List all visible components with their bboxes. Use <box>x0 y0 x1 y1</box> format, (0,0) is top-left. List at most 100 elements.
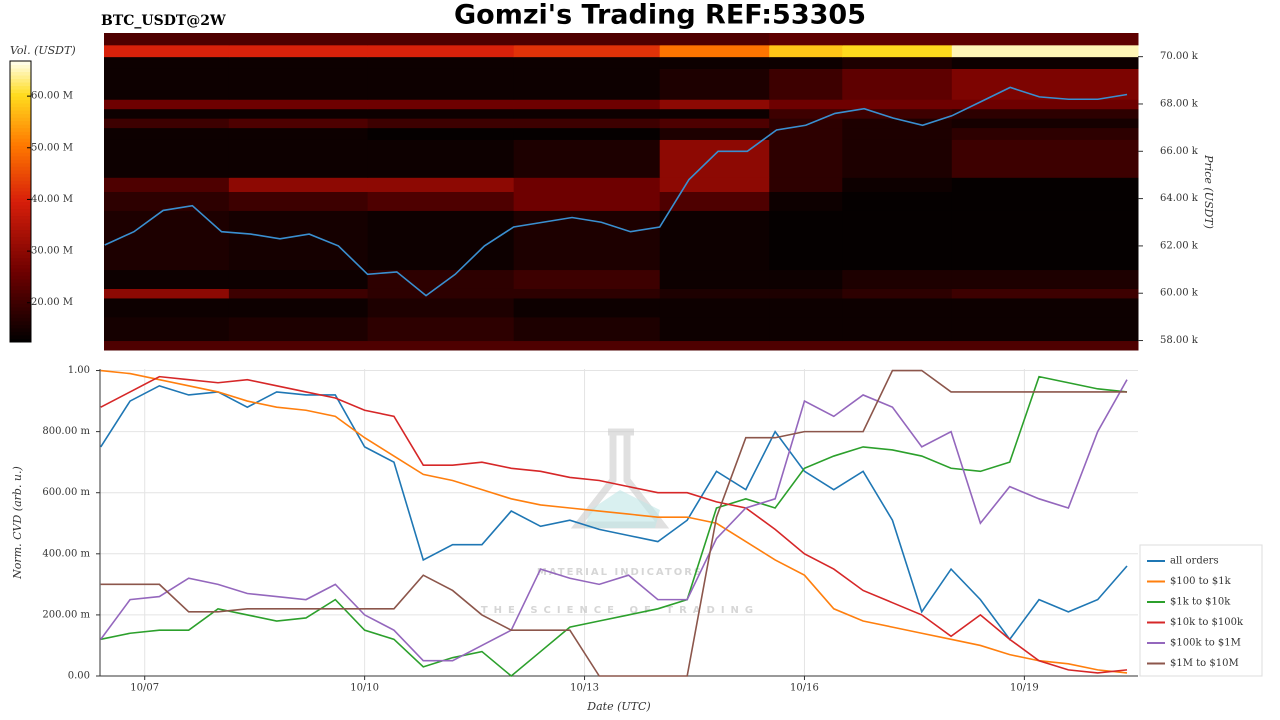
colorbar-step <box>10 82 31 87</box>
heat-cell <box>367 269 515 289</box>
heat-cell <box>513 177 661 192</box>
colorbar-step <box>10 68 31 73</box>
heat-cell <box>769 44 843 58</box>
colorbar-step <box>10 327 31 332</box>
colorbar-step <box>10 71 31 76</box>
colorbar-step <box>10 320 31 325</box>
colorbar-step <box>10 236 31 241</box>
x-tick-label: 10/13 <box>570 683 599 694</box>
colorbar-step <box>10 169 31 174</box>
heat-cell <box>513 340 661 351</box>
colorbar-step <box>10 138 31 143</box>
heat-cell <box>842 269 953 289</box>
colorbar-step <box>10 219 31 224</box>
heat-cell <box>951 269 1139 289</box>
colorbar-step <box>10 92 31 97</box>
x-tick-label: 10/19 <box>1010 683 1039 694</box>
legend-label: $1k to $10k <box>1170 597 1231 608</box>
heat-cell <box>951 191 1139 211</box>
heat-cell <box>104 177 230 192</box>
heat-cell <box>104 118 230 129</box>
heat-cell <box>104 99 230 110</box>
heat-cell <box>228 210 369 271</box>
heat-cell <box>769 68 843 100</box>
heat-cell <box>228 68 369 100</box>
heat-cell <box>513 288 661 299</box>
heat-cell <box>842 191 953 211</box>
y-axis-label: Norm. CVD (arb. u.) <box>11 466 24 580</box>
heat-cell <box>842 297 953 318</box>
colorbar-step <box>10 303 31 308</box>
heat-cell <box>367 56 515 69</box>
colorbar-step <box>10 282 31 287</box>
heat-cell <box>659 68 770 100</box>
heat-cell <box>228 316 369 342</box>
colorbar-step <box>10 117 31 122</box>
colorbar-step <box>10 278 31 283</box>
heat-cell <box>367 288 515 299</box>
heat-cell <box>228 56 369 69</box>
colorbar-step <box>10 268 31 273</box>
heat-cell <box>367 118 515 129</box>
heat-cell <box>769 108 843 119</box>
heat-cell <box>659 108 770 119</box>
colorbar-step <box>10 85 31 90</box>
y-tick-label: 200.00 m <box>42 609 90 620</box>
colorbar-step <box>10 240 31 245</box>
colorbar-tick-label: 20.00 M <box>31 297 73 308</box>
heat-cell <box>513 316 661 342</box>
heat-cell <box>659 297 770 318</box>
heat-cell <box>951 177 1139 192</box>
heat-cell <box>659 269 770 289</box>
colorbar-step <box>10 141 31 146</box>
heat-cell <box>659 139 770 178</box>
heat-cell <box>842 99 953 110</box>
colorbar-step <box>10 205 31 210</box>
colorbar-step <box>10 324 31 329</box>
heat-cell <box>842 118 953 129</box>
series-line <box>100 384 1128 641</box>
heat-cell <box>951 288 1139 299</box>
colorbar-step <box>10 148 31 153</box>
colorbar-step <box>10 299 31 304</box>
colorbar-step <box>10 261 31 266</box>
heat-cell <box>951 316 1139 342</box>
heat-cell <box>367 127 515 140</box>
heat-cell <box>228 288 369 299</box>
heat-cell <box>513 44 661 58</box>
colorbar-step <box>10 155 31 160</box>
colorbar-step <box>10 187 31 192</box>
heat-cell <box>104 297 230 318</box>
y-tick-label: 60.00 k <box>1160 288 1199 299</box>
heat-cell <box>513 68 661 100</box>
heat-cell <box>513 99 661 110</box>
legend-label: all orders <box>1170 556 1219 567</box>
colorbar-step <box>10 106 31 111</box>
colorbar-frame <box>9 60 32 343</box>
heat-cell <box>367 210 515 271</box>
y-tick-label: 64.00 k <box>1160 193 1199 204</box>
heat-cell <box>659 44 770 58</box>
heat-cell <box>769 210 843 271</box>
heat-cell <box>769 340 843 351</box>
heat-cell <box>769 177 843 192</box>
heat-cell <box>104 269 230 289</box>
y-tick-label: 400.00 m <box>42 548 90 559</box>
y-tick-label: 1.00 <box>68 365 90 376</box>
heat-cell <box>228 297 369 318</box>
heat-cell <box>951 108 1139 119</box>
colorbar-step <box>10 78 31 83</box>
heat-cell <box>659 288 770 299</box>
colorbar-step <box>10 166 31 171</box>
legend-label: $10k to $100k <box>1170 617 1244 628</box>
heat-cell <box>104 56 230 69</box>
colorbar-step <box>10 120 31 125</box>
x-tick-label: 10/16 <box>790 683 819 694</box>
heat-cell <box>659 127 770 140</box>
colorbar-step <box>10 190 31 195</box>
heat-cell <box>104 127 230 140</box>
heat-cell <box>659 191 770 211</box>
colorbar-step <box>10 134 31 139</box>
heat-cell <box>367 316 515 342</box>
